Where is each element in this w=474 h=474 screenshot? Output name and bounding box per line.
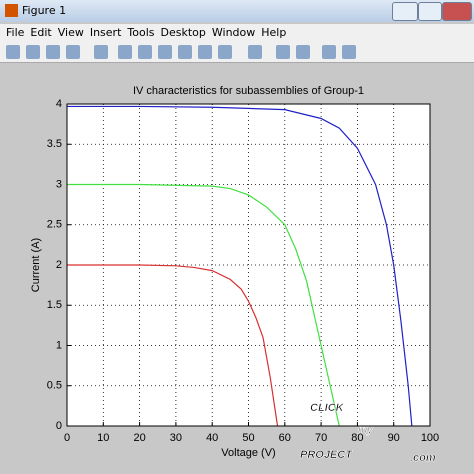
watermark: my [358,424,374,436]
select-button[interactable] [94,45,108,59]
open-button[interactable] [26,45,40,59]
menu-item[interactable]: View [57,26,84,39]
x-tick-label: 100 [421,432,439,444]
x-tick-label: 70 [315,432,327,444]
x-tick-label: 20 [133,432,145,444]
pan-button[interactable] [158,45,172,59]
iv-curve [67,264,279,427]
save-button[interactable] [46,45,60,59]
menu-item[interactable]: Insert [89,26,122,39]
iv-curve [67,105,413,427]
watermark: .com [410,452,436,464]
rotate-button[interactable] [178,45,192,59]
menu-bar: File Edit View Insert Tools Desktop Window Help [0,24,474,42]
hide-tools-button[interactable] [322,45,336,59]
print-button[interactable] [66,45,80,59]
x-tick-label: 10 [97,432,109,444]
plot-area: IV characteristics for subassemblies of … [30,85,439,464]
y-tick-label: 2 [56,259,62,271]
y-tick-label: 1 [56,339,62,351]
axes-box [66,103,431,427]
menu-item[interactable]: Help [261,26,287,39]
zoom-out-button[interactable] [138,45,152,59]
menu-item[interactable]: Edit [30,26,52,39]
y-tick-label: 3 [56,178,62,190]
x-tick-label: 60 [279,432,291,444]
x-axis-label: Voltage (V) [221,447,275,459]
menu-item[interactable]: Desktop [160,26,206,39]
menu-item[interactable]: Window [211,26,256,39]
chart-title: IV characteristics for subassemblies of … [133,85,364,97]
x-tick-label: 90 [388,432,400,444]
link-button[interactable] [248,45,262,59]
x-tick-label: 0 [64,432,70,444]
menu-item[interactable]: File [6,26,25,39]
y-tick-label: 3.5 [47,138,62,150]
iv-curve [67,183,340,427]
minimize-button[interactable] [392,2,418,21]
x-tick-label: 50 [242,432,254,444]
x-tick-label: 40 [206,432,218,444]
new-button[interactable] [6,45,20,59]
brush-button[interactable] [218,45,232,59]
toolbar [0,42,474,63]
show-tools-button[interactable] [342,45,356,59]
x-tick-label: 80 [351,432,363,444]
datacursor-button[interactable] [198,45,212,59]
zoom-in-button[interactable] [118,45,132,59]
y-tick-label: 2.5 [47,219,62,231]
y-tick-label: 1.5 [47,299,62,311]
x-tick-label: 30 [170,432,182,444]
maximize-button[interactable] [418,2,442,21]
watermark: PROJECT [300,449,353,461]
window-title: Figure 1 [22,4,67,17]
y-tick-label: 0.5 [47,380,62,392]
watermark: CLICK [310,402,345,414]
colorbar-button[interactable] [276,45,290,59]
close-button[interactable] [442,2,472,21]
window-icon [5,4,18,17]
title-bar: Figure 1 [0,0,474,22]
y-tick-label: 0 [56,420,62,432]
y-axis-label: Current (A) [30,238,42,292]
menu-item[interactable]: Tools [127,26,155,39]
legend-button[interactable] [296,45,310,59]
y-tick-label: 4 [56,98,62,110]
